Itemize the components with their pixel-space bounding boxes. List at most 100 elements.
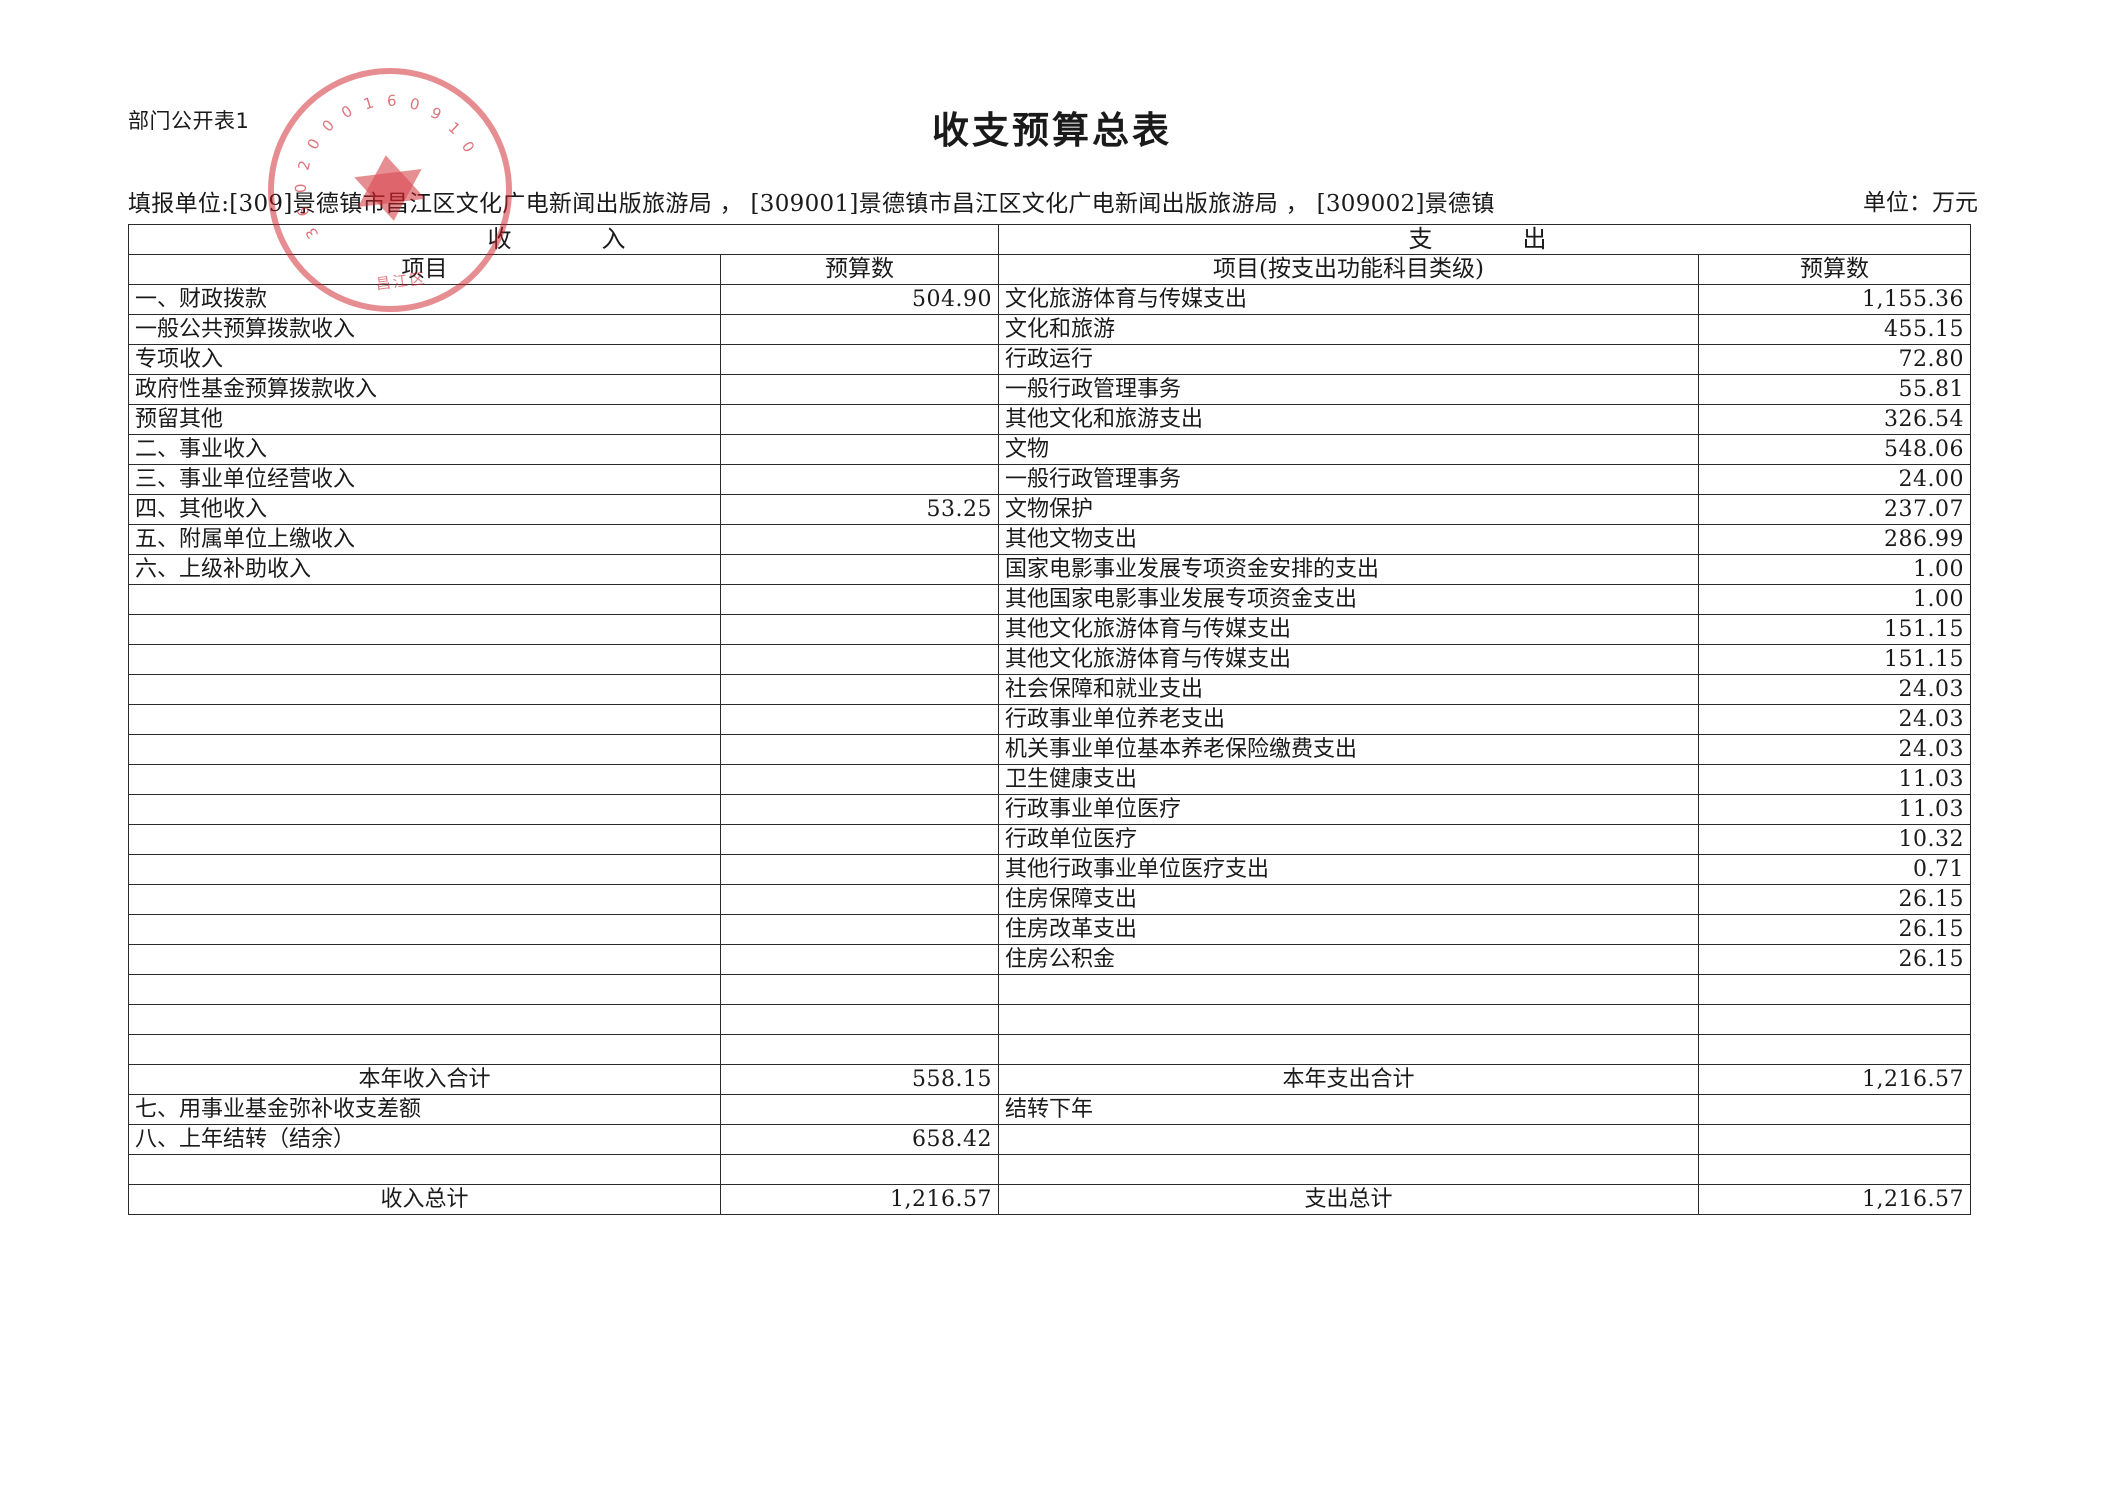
expense-item-value: 26.15	[1698, 884, 1971, 915]
expense-item-label: 社会保障和就业支出	[998, 674, 1699, 705]
income-item-value	[720, 584, 999, 615]
expense-item-value: 151.15	[1698, 644, 1971, 675]
income-item-value	[720, 944, 999, 975]
table-row: 其他文化旅游体育与传媒支出 151.15	[128, 614, 1971, 645]
income-item-label	[128, 884, 721, 915]
expense-item-value: 548.06	[1698, 434, 1971, 465]
summary-expense-value: 1,216.57	[1698, 1184, 1971, 1215]
expense-item-value: 24.03	[1698, 734, 1971, 765]
column-header-income-item: 项目	[128, 254, 721, 285]
income-item-value	[720, 734, 999, 765]
income-item-label	[128, 1004, 721, 1035]
summary-income-value: 558.15	[720, 1064, 999, 1095]
expense-item-value: 26.15	[1698, 944, 1971, 975]
expense-item-value: 24.03	[1698, 674, 1971, 705]
expense-item-value: 286.99	[1698, 524, 1971, 555]
income-item-label	[128, 644, 721, 675]
table-row: 行政单位医疗 10.32	[128, 824, 1971, 855]
income-item-value	[720, 794, 999, 825]
summary-income-value	[720, 1154, 999, 1185]
column-header-income-value: 预算数	[720, 254, 999, 285]
filler-unit-label: 填报单位:[309]景德镇市昌江区文化广电新闻出版旅游局 ， [309001]景…	[128, 191, 1495, 217]
income-item-label: 五、附属单位上缴收入	[128, 524, 721, 555]
expense-item-value: 455.15	[1698, 314, 1971, 345]
income-item-value	[720, 884, 999, 915]
expense-item-value: 24.03	[1698, 704, 1971, 735]
expense-item-label: 行政事业单位医疗	[998, 794, 1699, 825]
table-row: 四、其他收入 53.25 文物保护 237.07	[128, 494, 1971, 525]
table-row: 住房改革支出 26.15	[128, 914, 1971, 945]
page-title: 收支预算总表	[932, 109, 1172, 152]
expense-item-value: 1,155.36	[1698, 284, 1971, 315]
expense-item-value	[1698, 1004, 1971, 1035]
income-item-label: 二、事业收入	[128, 434, 721, 465]
income-item-value	[720, 614, 999, 645]
table-row: 行政事业单位医疗 11.03	[128, 794, 1971, 825]
expense-item-value: 151.15	[1698, 614, 1971, 645]
table-row: 六、上级补助收入 国家电影事业发展专项资金安排的支出 1.00	[128, 554, 1971, 585]
income-item-value	[720, 434, 999, 465]
table-row: 预留其他 其他文化和旅游支出 326.54	[128, 404, 1971, 435]
table-row: 机关事业单位基本养老保险缴费支出 24.03	[128, 734, 1971, 765]
table-row: 三、事业单位经营收入 一般行政管理事务 24.00	[128, 464, 1971, 495]
income-item-value	[720, 314, 999, 345]
expense-item-value: 237.07	[1698, 494, 1971, 525]
expense-item-label: 文物	[998, 434, 1699, 465]
table-row: 其他行政事业单位医疗支出 0.71	[128, 854, 1971, 885]
income-item-label	[128, 734, 721, 765]
summary-expense-label	[998, 1154, 1699, 1185]
table-row: 其他国家电影事业发展专项资金支出 1.00	[128, 584, 1971, 615]
income-item-label	[128, 974, 721, 1005]
summary-expense-value	[1698, 1154, 1971, 1185]
summary-income-label: 收入总计	[128, 1184, 721, 1215]
summary-expense-label	[998, 1124, 1699, 1155]
expense-item-label: 住房改革支出	[998, 914, 1699, 945]
expense-item-label: 卫生健康支出	[998, 764, 1699, 795]
expense-item-label: 住房保障支出	[998, 884, 1699, 915]
income-item-value: 504.90	[720, 284, 999, 315]
income-item-label	[128, 944, 721, 975]
income-item-value	[720, 464, 999, 495]
expense-item-label	[998, 974, 1699, 1005]
budget-table-body: 收 入支 出项目 预算数 项目(按支出功能科目类级) 预算数 一、财政拨款 504.90 文…	[128, 224, 1971, 1215]
table-row: 一、财政拨款 504.90 文化旅游体育与传媒支出 1,155.36	[128, 284, 1971, 315]
expense-item-label: 行政事业单位养老支出	[998, 704, 1699, 735]
expense-item-label: 其他文化旅游体育与传媒支出	[998, 644, 1699, 675]
table-row: 二、事业收入 文物 548.06	[128, 434, 1971, 465]
income-item-value	[720, 674, 999, 705]
table-row: 住房公积金 26.15	[128, 944, 1971, 975]
income-item-label	[128, 674, 721, 705]
expense-item-label: 其他国家电影事业发展专项资金支出	[998, 584, 1699, 615]
income-item-value	[720, 914, 999, 945]
table-summary-row: 七、用事业基金弥补收支差额 结转下年	[128, 1094, 1971, 1125]
income-item-value	[720, 1004, 999, 1035]
income-item-label: 六、上级补助收入	[128, 554, 721, 585]
expense-item-label: 一般行政管理事务	[998, 374, 1699, 405]
summary-income-label: 七、用事业基金弥补收支差额	[128, 1094, 721, 1125]
summary-income-value	[720, 1094, 999, 1125]
expense-item-value: 11.03	[1698, 794, 1971, 825]
expense-item-value: 10.32	[1698, 824, 1971, 855]
income-item-value	[720, 974, 999, 1005]
expense-item-value: 72.80	[1698, 344, 1971, 375]
summary-income-label: 八、上年结转（结余）	[128, 1124, 721, 1155]
income-item-label	[128, 854, 721, 885]
income-item-value	[720, 554, 999, 585]
income-item-label	[128, 584, 721, 615]
column-header-expense-value: 预算数	[1698, 254, 1971, 285]
table-row	[128, 974, 1971, 1005]
expense-item-label	[998, 1034, 1699, 1065]
expense-item-value: 326.54	[1698, 404, 1971, 435]
table-row	[128, 1034, 1971, 1065]
income-item-value	[720, 524, 999, 555]
expense-item-label: 其他文化旅游体育与传媒支出	[998, 614, 1699, 645]
table-group-header-row: 收 入支 出	[128, 224, 1971, 255]
table-row: 五、附属单位上缴收入 其他文物支出 286.99	[128, 524, 1971, 555]
income-item-value	[720, 644, 999, 675]
expense-item-value: 24.00	[1698, 464, 1971, 495]
income-item-label	[128, 1034, 721, 1065]
income-item-value	[720, 764, 999, 795]
income-item-label: 一、财政拨款	[128, 284, 721, 315]
column-header-expense-item: 项目(按支出功能科目类级)	[998, 254, 1699, 285]
expense-item-label: 文化旅游体育与传媒支出	[998, 284, 1699, 315]
